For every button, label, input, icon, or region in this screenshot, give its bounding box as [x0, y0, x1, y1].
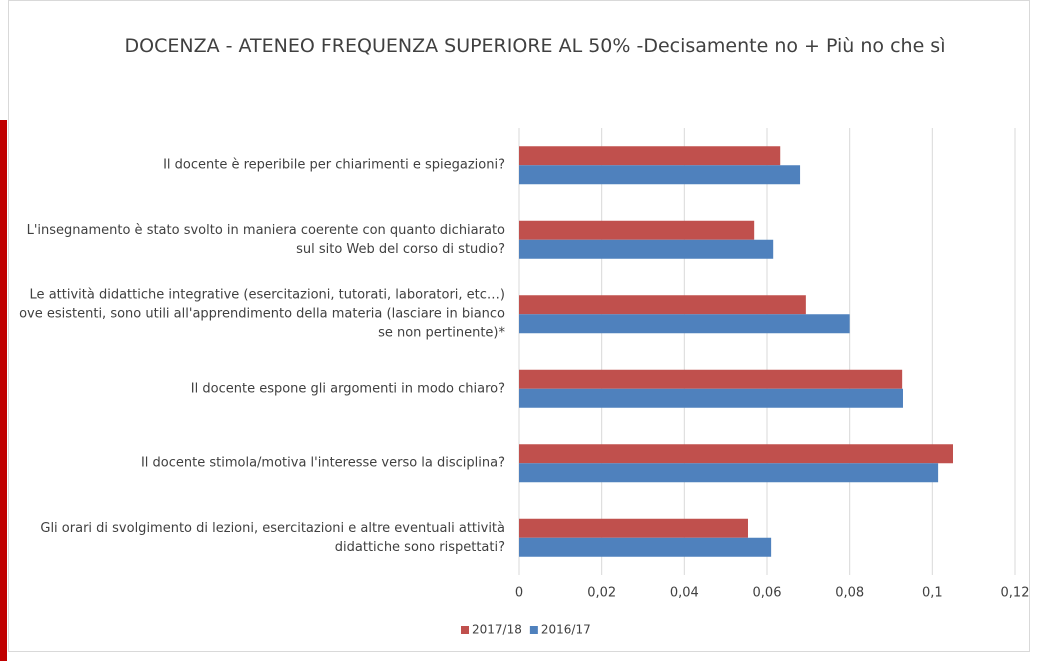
bar — [519, 146, 781, 166]
bar — [519, 388, 903, 408]
y-tick-label: Gli orari di svolgimento di lezioni, ese… — [40, 520, 505, 555]
x-tick-label: 0,1 — [922, 586, 943, 601]
x-tick-label: 0 — [515, 586, 523, 601]
y-tick-label: Il docente è reperibile per chiarimenti … — [163, 157, 505, 173]
edge-strip — [0, 120, 7, 661]
chart-frame — [8, 0, 1030, 652]
y-tick-label: Il docente espone gli argomenti in modo … — [190, 381, 505, 397]
legend-label: 2016/17 — [541, 623, 591, 637]
y-tick-label: Le attività didattiche integrative (eser… — [19, 287, 505, 341]
bar — [519, 444, 953, 464]
x-tick-label: 0,04 — [670, 586, 699, 601]
bar — [519, 295, 806, 315]
x-tick-label: 0,06 — [753, 586, 782, 601]
x-tick-label: 0,08 — [835, 586, 864, 601]
x-tick-label: 0,02 — [587, 586, 616, 601]
bar — [519, 518, 748, 538]
bar — [519, 165, 801, 185]
bar — [519, 220, 755, 240]
bar — [519, 369, 903, 389]
legend-swatch — [529, 626, 538, 634]
bar — [519, 463, 939, 483]
chart-title: DOCENZA - ATENEO FREQUENZA SUPERIORE AL … — [124, 35, 946, 57]
legend-swatch — [461, 626, 469, 634]
legend-label: 2017/18 — [472, 623, 522, 637]
y-tick-label: L'insegnamento è stato svolto in maniera… — [26, 222, 505, 257]
y-tick-label: Il docente stimola/motiva l'interesse ve… — [140, 455, 505, 471]
bar — [519, 314, 850, 334]
bar — [519, 239, 774, 259]
x-tick-label: 0,12 — [1001, 586, 1030, 601]
bar — [519, 537, 772, 557]
